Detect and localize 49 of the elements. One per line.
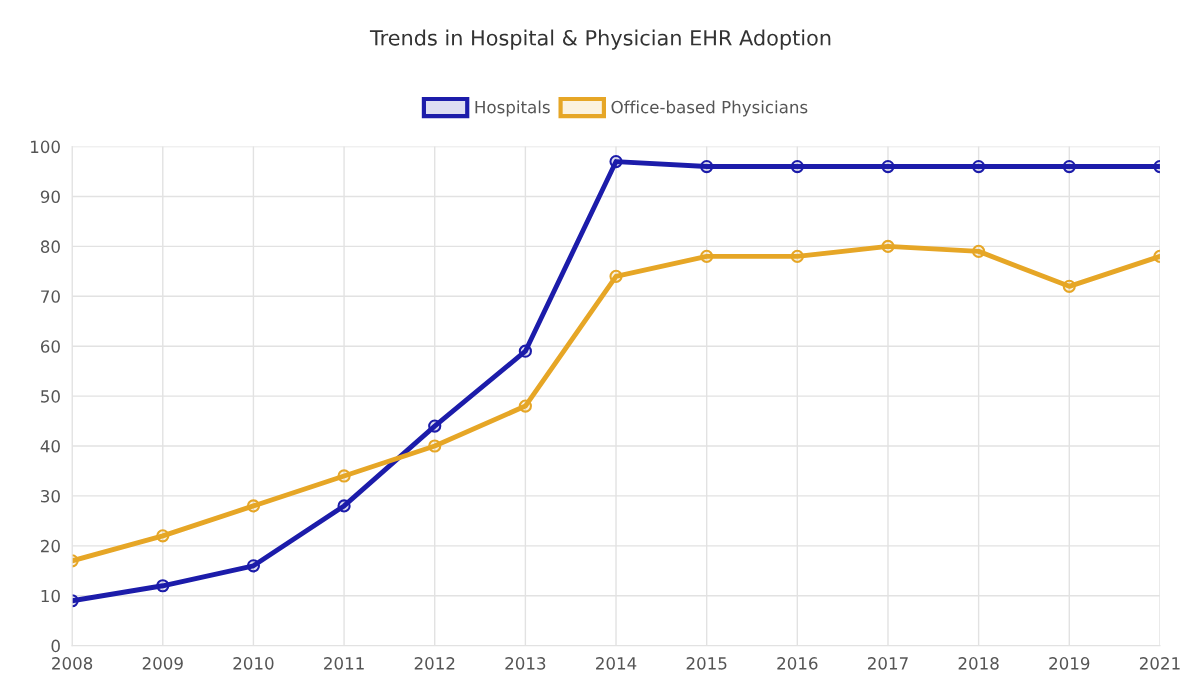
- y-tick-label: 80: [40, 240, 60, 253]
- y-tick-label: 40: [40, 439, 60, 453]
- legend-label: Hospitals: [475, 100, 550, 117]
- x-tick-label: 2017: [867, 657, 908, 670]
- x-tick-label: 2008: [52, 657, 93, 670]
- x-tick-label: 2021: [1139, 657, 1180, 670]
- point: [246, 499, 261, 513]
- y-tick-label: 60: [40, 340, 60, 353]
- legend-label: Office-based Physicians: [611, 100, 808, 117]
- y-tick-label: 0: [51, 639, 60, 653]
- y-tick-label: 90: [40, 190, 60, 204]
- x-tick-label: 2011: [324, 657, 364, 670]
- point: [518, 344, 532, 358]
- point: [609, 269, 623, 283]
- y-tick-label: 50: [41, 390, 60, 403]
- point: [790, 159, 804, 174]
- point: [428, 419, 442, 433]
- point: [156, 529, 170, 543]
- point: [156, 579, 170, 593]
- x-tick-label: 2018: [958, 657, 999, 670]
- point: [518, 399, 532, 413]
- x-tick-label: 2010: [233, 657, 274, 670]
- y-tick-label: 100: [31, 140, 60, 154]
- y-tick-label: 20: [41, 539, 60, 553]
- y-tick-label: 70: [41, 290, 60, 303]
- point: [246, 559, 261, 573]
- x-tick-label: 2013: [505, 657, 546, 670]
- point: [700, 249, 714, 263]
- point: [972, 159, 986, 174]
- point: [337, 499, 351, 513]
- y-tick-label: 30: [41, 489, 60, 503]
- x-tick-label: 2009: [142, 657, 183, 670]
- x-tick-label: 2016: [777, 657, 818, 670]
- x-tick-label: 2012: [414, 657, 455, 670]
- y-tick-label: 10: [41, 589, 60, 603]
- x-tick-label: 2014: [596, 657, 637, 670]
- point: [700, 159, 714, 174]
- point: [609, 154, 623, 169]
- point: [881, 159, 895, 174]
- point: [337, 469, 351, 483]
- point: [1062, 279, 1076, 293]
- x-tick-label: 2019: [1049, 657, 1090, 670]
- point: [972, 244, 986, 258]
- x-tick-label: 2015: [686, 657, 727, 670]
- point: [428, 439, 442, 453]
- chart-title: Trends in Hospital & Physician EHR Adoption: [369, 29, 831, 50]
- point: [1062, 159, 1076, 174]
- point: [790, 249, 804, 263]
- point: [881, 239, 895, 253]
